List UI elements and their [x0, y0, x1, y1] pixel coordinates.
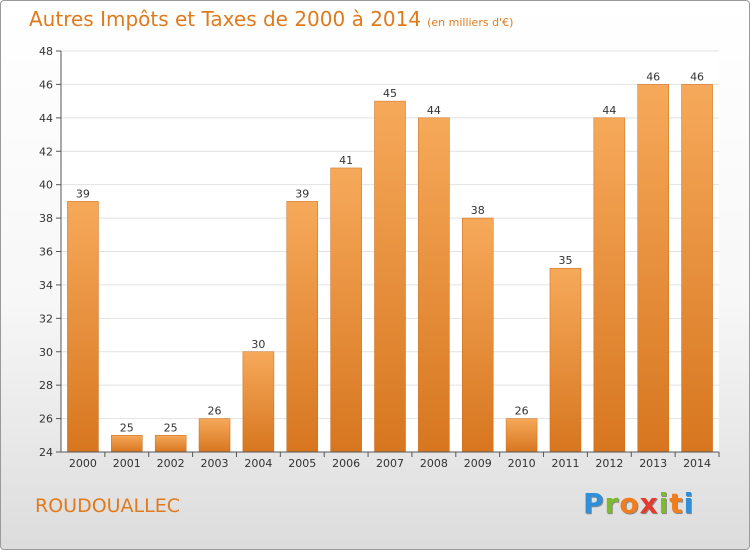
- logo-letter: r: [604, 487, 620, 520]
- chart-subtitle: (en milliers d'€): [427, 16, 514, 29]
- value-label-2004: 30: [251, 338, 265, 351]
- bar-2010: [505, 418, 538, 453]
- bar-2002: [154, 435, 187, 453]
- y-tick-label: 44: [39, 112, 53, 125]
- x-tick-label-2013: 2013: [639, 457, 667, 470]
- value-label-2012: 44: [602, 104, 616, 117]
- x-tick-label-2010: 2010: [508, 457, 536, 470]
- bar-2009: [461, 217, 494, 453]
- logo-letter: o: [619, 487, 640, 520]
- value-label-2008: 44: [427, 104, 441, 117]
- value-label-2007: 45: [383, 87, 397, 100]
- logo-letter: P: [583, 487, 605, 520]
- value-label-2002: 25: [164, 421, 178, 434]
- value-label-2006: 41: [339, 154, 353, 167]
- chart-title: Autres Impôts et Taxes de 2000 à 2014 (en…: [29, 7, 513, 31]
- value-label-2005: 39: [295, 187, 309, 200]
- value-label-2011: 35: [558, 254, 572, 267]
- x-tick-label-2006: 2006: [332, 457, 360, 470]
- bar-2011: [549, 267, 582, 453]
- x-tick-label-2007: 2007: [376, 457, 404, 470]
- bar-2007: [374, 100, 406, 453]
- commune-name: ROUDOUALLEC: [35, 495, 180, 517]
- y-tick-label: 26: [39, 413, 53, 426]
- y-tick-label: 28: [39, 379, 53, 392]
- y-tick-label: 48: [39, 45, 53, 58]
- x-tick-label-2012: 2012: [595, 457, 623, 470]
- bar-2008: [418, 117, 450, 453]
- x-tick-label-2008: 2008: [420, 457, 448, 470]
- x-tick-label-2000: 2000: [69, 457, 97, 470]
- x-tick-label-2005: 2005: [288, 457, 316, 470]
- bar-2000: [67, 201, 99, 453]
- x-tick-label-2001: 2001: [113, 457, 141, 470]
- x-tick-label-2002: 2002: [157, 457, 185, 470]
- proxiti-logo: Proxiti: [583, 487, 694, 520]
- bar-2004: [242, 351, 275, 453]
- value-labels: 39 25 25 26 30 39 41 45 44 38 26 35 44 46 46: [76, 70, 704, 434]
- bar-2012: [593, 117, 626, 453]
- x-tick-label-2011: 2011: [551, 457, 579, 470]
- x-tick-label-2014: 2014: [683, 457, 711, 470]
- y-tick-label: 38: [39, 212, 53, 225]
- y-tick-label: 46: [39, 78, 53, 91]
- y-tick-label: 34: [39, 279, 53, 292]
- bar-2001: [111, 435, 143, 453]
- logo-letter: i: [658, 487, 670, 520]
- bar-2014: [681, 84, 713, 453]
- bar-2003: [198, 418, 231, 453]
- y-tick-label: 30: [39, 346, 53, 359]
- logo-letter: i: [683, 487, 695, 520]
- value-label-2010: 26: [515, 405, 529, 418]
- bar-2006: [330, 167, 362, 453]
- y-tick-label: 24: [39, 446, 53, 459]
- value-label-2009: 38: [471, 204, 485, 217]
- x-tick-label-2004: 2004: [244, 457, 272, 470]
- logo-letter: t: [669, 487, 684, 520]
- value-label-2003: 26: [208, 405, 222, 418]
- value-label-2013: 46: [646, 70, 660, 83]
- y-tick-label: 32: [39, 312, 53, 325]
- y-tick-label: 42: [39, 145, 53, 158]
- value-label-2001: 25: [120, 421, 134, 434]
- bar-2005: [286, 201, 319, 453]
- value-label-2014: 46: [690, 70, 704, 83]
- x-axis: 2000 2001 2002 2003 2004 2005 2006 2007 2008 2009…: [61, 451, 720, 470]
- y-tick-label: 40: [39, 179, 53, 192]
- bars: [67, 84, 713, 453]
- y-tick-label: 36: [39, 246, 53, 259]
- value-label-2000: 39: [76, 187, 90, 200]
- bar-2013: [637, 84, 669, 453]
- logo-letter: x: [639, 487, 659, 520]
- y-axis: 24 26 28 30 32 34 36 38 40 42 44 46 48: [39, 45, 62, 459]
- x-tick-label-2009: 2009: [464, 457, 492, 470]
- chart-title-text: Autres Impôts et Taxes de 2000 à 2014: [29, 7, 422, 31]
- x-tick-label-2003: 2003: [201, 457, 229, 470]
